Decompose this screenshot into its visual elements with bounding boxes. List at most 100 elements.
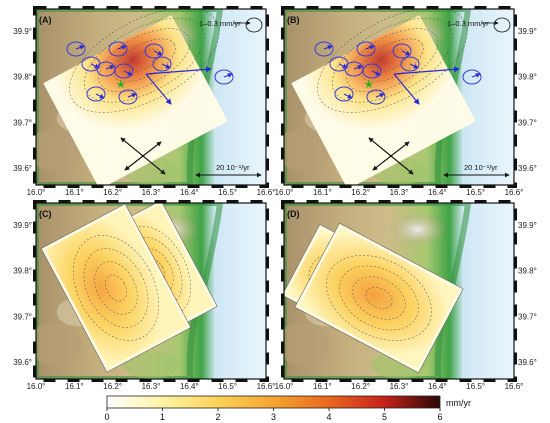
lon-tick-label: 16.3° [390,188,409,197]
lat-tick-label: 39.8° [13,267,32,276]
error-ellipse [400,56,420,72]
colorbar-tick-label: 3 [271,412,276,422]
lon-tick-label: 16.2° [351,382,370,391]
lon-tick-label: 16.0° [275,188,294,197]
velocity-arrow [471,73,481,78]
velocity-arrow [161,63,171,69]
lon-tick-label: 16.5° [466,188,485,197]
map-panel-c: (C) 16.0° 16.1° 16.2° 16.3° 16.4° 16.5° 16.6° 39… [13,200,275,391]
velocity-arrow [153,50,163,56]
lon-tick-label: 16.1° [65,382,84,391]
lon-tick-label: 16.1° [313,188,332,197]
velocity-arrow [117,45,127,50]
error-ellipse [314,41,334,57]
colorbar-tick-label: 0 [104,412,109,422]
error-ellipse [214,69,234,85]
error-ellipse [66,41,86,57]
error-ellipse [334,86,354,102]
strain-scale-label: 20 10⁻¹/yr [464,163,498,172]
lon-tick-label: 16.0° [275,382,294,391]
lon-tick-label: 16.4° [180,382,199,391]
lat-tick-label: 39.7° [518,312,537,321]
lat-tick-label: 39.6° [518,164,537,173]
error-ellipse [86,86,106,102]
colorbar-unit: mm/yr [446,398,471,408]
lon-tick-label: 16.5° [218,188,237,197]
lat-tick-label: 39.6° [13,358,32,367]
velocity-arrow [123,70,133,76]
epicenter-star-icon: ★ [364,79,374,91]
map-panel-d: (D) 16.0° 16.1° 16.2° 16.3° 16.4° 16.5° 16.6° 39… [275,200,537,391]
model-fault-patch [294,222,464,374]
error-ellipse [118,89,138,105]
error-ellipse [356,41,376,57]
lat-tick-label: 39.8° [518,73,537,82]
lon-tick-label: 16.3° [142,382,161,391]
velocity-arrow [223,73,233,78]
lat-tick-label: 39.8° [518,267,537,276]
velocity-arrow [353,65,363,70]
error-ellipse [108,41,128,57]
panel-label: (A) [39,15,52,25]
lon-tick-label: 16.5° [466,382,485,391]
velocity-arrow [95,93,105,99]
lon-tick-label: 16.6° [505,382,524,391]
lon-tick-label: 16.4° [428,188,447,197]
lon-tick-label: 16.4° [428,382,447,391]
error-ellipse [152,56,172,72]
strain-scale-label: 20 10⁻¹/yr [216,163,250,172]
error-ellipse [392,43,412,59]
velocity-arrow [105,65,115,70]
map-panel-b: ★ 20 10⁻¹/yr 1–0.3 mm/yr (B) 16.0° 16.1° 16.2°… [275,6,537,197]
lon-tick-label: 16.1° [65,188,84,197]
velocity-arrow [323,45,333,50]
model-fault-patch [40,203,192,373]
lon-tick-label: 16.6° [505,188,524,197]
lon-tick-label: 16.6° [257,188,276,197]
lat-tick-label: 39.9° [13,27,32,36]
lon-tick-label: 16.2° [103,188,122,197]
lon-tick-label: 16.3° [390,382,409,391]
colorbar-tick-label: 5 [382,412,387,422]
lat-tick-label: 39.8° [13,73,32,82]
lat-tick-label: 39.7° [13,312,32,321]
velocity-arrow [375,93,385,98]
lon-tick-label: 16.5° [218,382,237,391]
lat-tick-label: 39.6° [13,164,32,173]
rate-scale-label: 1–0.3 mm/yr [447,19,489,28]
velocity-arrow [75,45,85,50]
lon-tick-label: 16.0° [27,382,46,391]
velocity-arrow [409,63,419,69]
lon-tick-label: 16.1° [313,382,332,391]
panel-label: (D) [287,209,300,219]
rate-scale-label: 1–0.3 mm/yr [199,19,241,28]
colorbar-tick-label: 2 [215,412,220,422]
colorbar-tick-label: 4 [326,412,331,422]
error-ellipse [114,63,134,79]
lon-tick-label: 16.2° [103,382,122,391]
lon-tick-label: 16.2° [351,188,370,197]
lat-tick-label: 39.9° [13,221,32,230]
lon-tick-label: 16.4° [180,188,199,197]
lat-tick-label: 39.9° [518,27,537,36]
velocity-field-overlay [43,9,228,185]
colorbar-ramp [106,395,441,409]
lat-tick-label: 39.7° [13,118,32,127]
velocity-arrow [401,50,411,56]
map-panel-a: ★ 20 10⁻¹/yr 1–0.3 mm/yr (A) 16.0° 16.1° 16.2°… [13,6,276,197]
lat-tick-label: 39.7° [518,118,537,127]
lat-tick-label: 39.9° [518,221,537,230]
error-ellipse [366,89,386,105]
velocity-field-overlay [291,9,476,185]
lat-tick-label: 39.6° [518,358,537,367]
error-ellipse [462,69,482,85]
epicenter-star-icon: ★ [116,79,126,91]
lon-tick-label: 16.6° [257,382,276,391]
colorbar-tick-label: 6 [437,412,442,422]
velocity-arrow [343,93,353,99]
panel-label: (B) [287,15,300,25]
lon-tick-label: 16.0° [27,188,46,197]
colorbar-tick-label: 1 [160,412,165,422]
velocity-arrow [127,93,137,98]
